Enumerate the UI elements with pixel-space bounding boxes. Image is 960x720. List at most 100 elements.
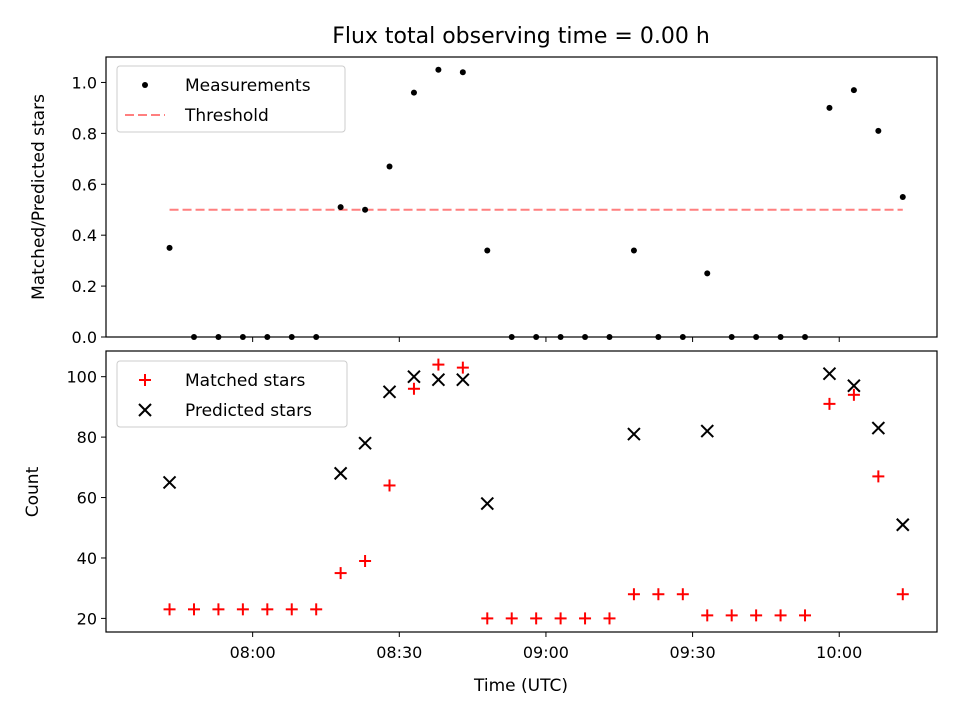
predicted-star-point [847, 379, 861, 393]
matched-star-point [236, 603, 249, 616]
top-axes-frame [105, 56, 938, 338]
legend-box [116, 360, 348, 428]
matched-star-point [676, 588, 689, 601]
matched-star-point [481, 612, 494, 625]
measurement-point [484, 247, 491, 254]
x-tick-label: 09:00 [523, 643, 569, 662]
matched-star-point [456, 361, 469, 374]
measurement-point [435, 66, 442, 73]
legend-label: Matched stars [185, 371, 305, 391]
matched-star-point [627, 588, 640, 601]
legend-label: Measurements [185, 76, 311, 96]
legend-marker-matched [139, 374, 151, 386]
x-tick-label: 10:00 [816, 643, 862, 662]
chart-title: Flux total observing time = 0.00 h [332, 24, 710, 49]
measurement-point [899, 194, 906, 200]
measurement-point [826, 104, 833, 111]
top-legend: Measurements Threshold [116, 65, 346, 133]
matched-star-point [823, 397, 836, 410]
x-tick-label: 08:30 [376, 643, 422, 662]
matched-star-point [799, 609, 812, 622]
matched-star-point [847, 388, 860, 401]
predicted-star-point [480, 496, 494, 511]
legend-label: Predicted stars [185, 401, 312, 421]
matched-star-point [579, 612, 592, 625]
bottom-plot-marks [162, 358, 910, 625]
matched-star-point [725, 609, 738, 622]
y-tick-label: 0.8 [72, 124, 97, 143]
matched-star-point [310, 603, 323, 616]
y-tick-label: 1.0 [72, 73, 97, 92]
x-axis-label: Time (UTC) [473, 676, 568, 696]
matched-star-point [334, 567, 347, 580]
bottom-legend: Matched stars Predicted stars [116, 360, 348, 428]
y-tick-label: 0.0 [72, 328, 97, 347]
x-tick-label: 09:30 [670, 643, 716, 662]
measurement-point [704, 270, 711, 277]
matched-star-point [652, 588, 665, 601]
y-tick-label: 0.6 [72, 175, 97, 194]
predicted-star-point [627, 427, 641, 441]
matched-star-point [750, 609, 763, 622]
x-tick-label: 08:00 [230, 643, 276, 662]
matched-star-point [432, 358, 445, 371]
bottom-x-ticks: 08:00 08:30 09:00 09:30 10:00 [230, 632, 862, 662]
measurement-point [459, 69, 466, 76]
bottom-y-ticks: 20 40 60 80 100 [66, 368, 106, 628]
measurement-point [410, 89, 417, 96]
y-tick-label: 100 [66, 368, 97, 387]
measurement-point [875, 127, 882, 134]
measurement-point [166, 244, 173, 251]
matched-star-point [774, 609, 787, 622]
measurement-point [337, 204, 344, 211]
y-tick-label: 40 [77, 549, 97, 568]
matched-star-point [701, 609, 714, 622]
matched-star-point [872, 470, 885, 483]
matched-star-point [407, 382, 420, 395]
matched-star-point [212, 603, 225, 616]
predicted-star-point [162, 475, 177, 490]
bottom-axes-frame [105, 350, 938, 633]
predicted-star-point [431, 372, 446, 387]
predicted-star-point [700, 424, 714, 438]
y-tick-label: 0.2 [72, 277, 97, 296]
matched-star-point [383, 479, 396, 492]
top-y-axis-label: Matched/Predicted stars [29, 94, 49, 300]
predicted-star-point [358, 436, 372, 450]
predicted-star-point [871, 421, 886, 435]
matched-star-point [505, 612, 518, 625]
bottom-y-axis-label: Count [23, 466, 43, 517]
top-y-ticks: 0.0 0.2 0.4 0.6 0.8 1.0 [72, 73, 106, 347]
measurement-point [630, 247, 637, 254]
legend-box [116, 65, 346, 133]
measurement-point [850, 87, 857, 94]
predicted-star-point [407, 369, 421, 384]
matched-star-point [187, 603, 200, 616]
matched-star-point [261, 603, 274, 616]
matched-star-point [359, 554, 372, 567]
legend-label: Threshold [184, 106, 269, 126]
matched-star-point [530, 612, 543, 625]
legend-marker-measurements [142, 82, 148, 88]
matched-star-point [163, 603, 176, 616]
top-axes: 0.0 0.2 0.4 0.6 0.8 1.0 Matched/Predicted sta… [29, 56, 938, 347]
predicted-star-point [896, 518, 910, 532]
predicted-star-point [333, 466, 348, 481]
legend-marker-predicted [138, 403, 152, 417]
bottom-axes: 20 40 60 80 100 08:00 08:30 09:00 09:30 10:00 Co… [23, 350, 938, 696]
matched-star-point [896, 588, 909, 601]
y-tick-label: 20 [77, 609, 97, 628]
predicted-star-point [822, 366, 837, 381]
matched-star-point [603, 612, 616, 625]
measurement-point [386, 163, 393, 170]
measurement-point [362, 206, 369, 213]
matched-star-point [554, 612, 567, 625]
matched-star-point [285, 603, 298, 616]
predicted-star-point [382, 385, 397, 399]
y-tick-label: 0.4 [72, 226, 97, 245]
top-x-ticks [252, 337, 840, 342]
predicted-star-point [456, 372, 470, 387]
y-tick-label: 60 [77, 489, 97, 508]
y-tick-label: 80 [77, 428, 97, 447]
